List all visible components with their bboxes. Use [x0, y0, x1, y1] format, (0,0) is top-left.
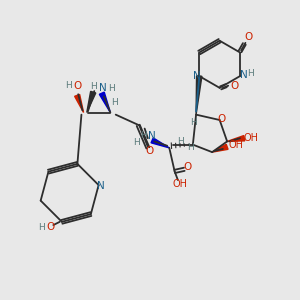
Text: O: O [183, 162, 192, 172]
Text: H: H [133, 138, 140, 147]
Polygon shape [75, 94, 84, 112]
Text: H: H [187, 143, 194, 152]
Text: OH: OH [172, 179, 188, 189]
Polygon shape [196, 76, 202, 115]
Text: H: H [38, 223, 45, 232]
Text: N: N [193, 71, 201, 81]
Polygon shape [99, 92, 110, 112]
Text: O: O [218, 114, 226, 124]
Polygon shape [212, 144, 228, 152]
Text: OH: OH [243, 133, 258, 143]
Polygon shape [87, 91, 96, 112]
Text: H: H [108, 84, 115, 93]
Polygon shape [151, 138, 169, 148]
Text: H: H [65, 81, 72, 90]
Text: O: O [230, 81, 239, 91]
Text: H: H [190, 118, 197, 127]
Text: H: H [111, 98, 118, 107]
Text: H: H [140, 130, 147, 140]
Text: H: H [248, 69, 254, 78]
Text: O: O [73, 81, 81, 91]
Text: O: O [46, 222, 54, 232]
Text: H: H [90, 82, 97, 91]
Text: N: N [241, 70, 248, 80]
Text: OH: OH [228, 140, 243, 150]
Text: N: N [99, 83, 107, 93]
Text: O: O [146, 146, 154, 156]
Text: H: H [177, 137, 183, 146]
Text: N: N [97, 181, 105, 191]
Text: N: N [148, 131, 156, 141]
Polygon shape [227, 136, 245, 141]
Text: O: O [244, 32, 253, 43]
